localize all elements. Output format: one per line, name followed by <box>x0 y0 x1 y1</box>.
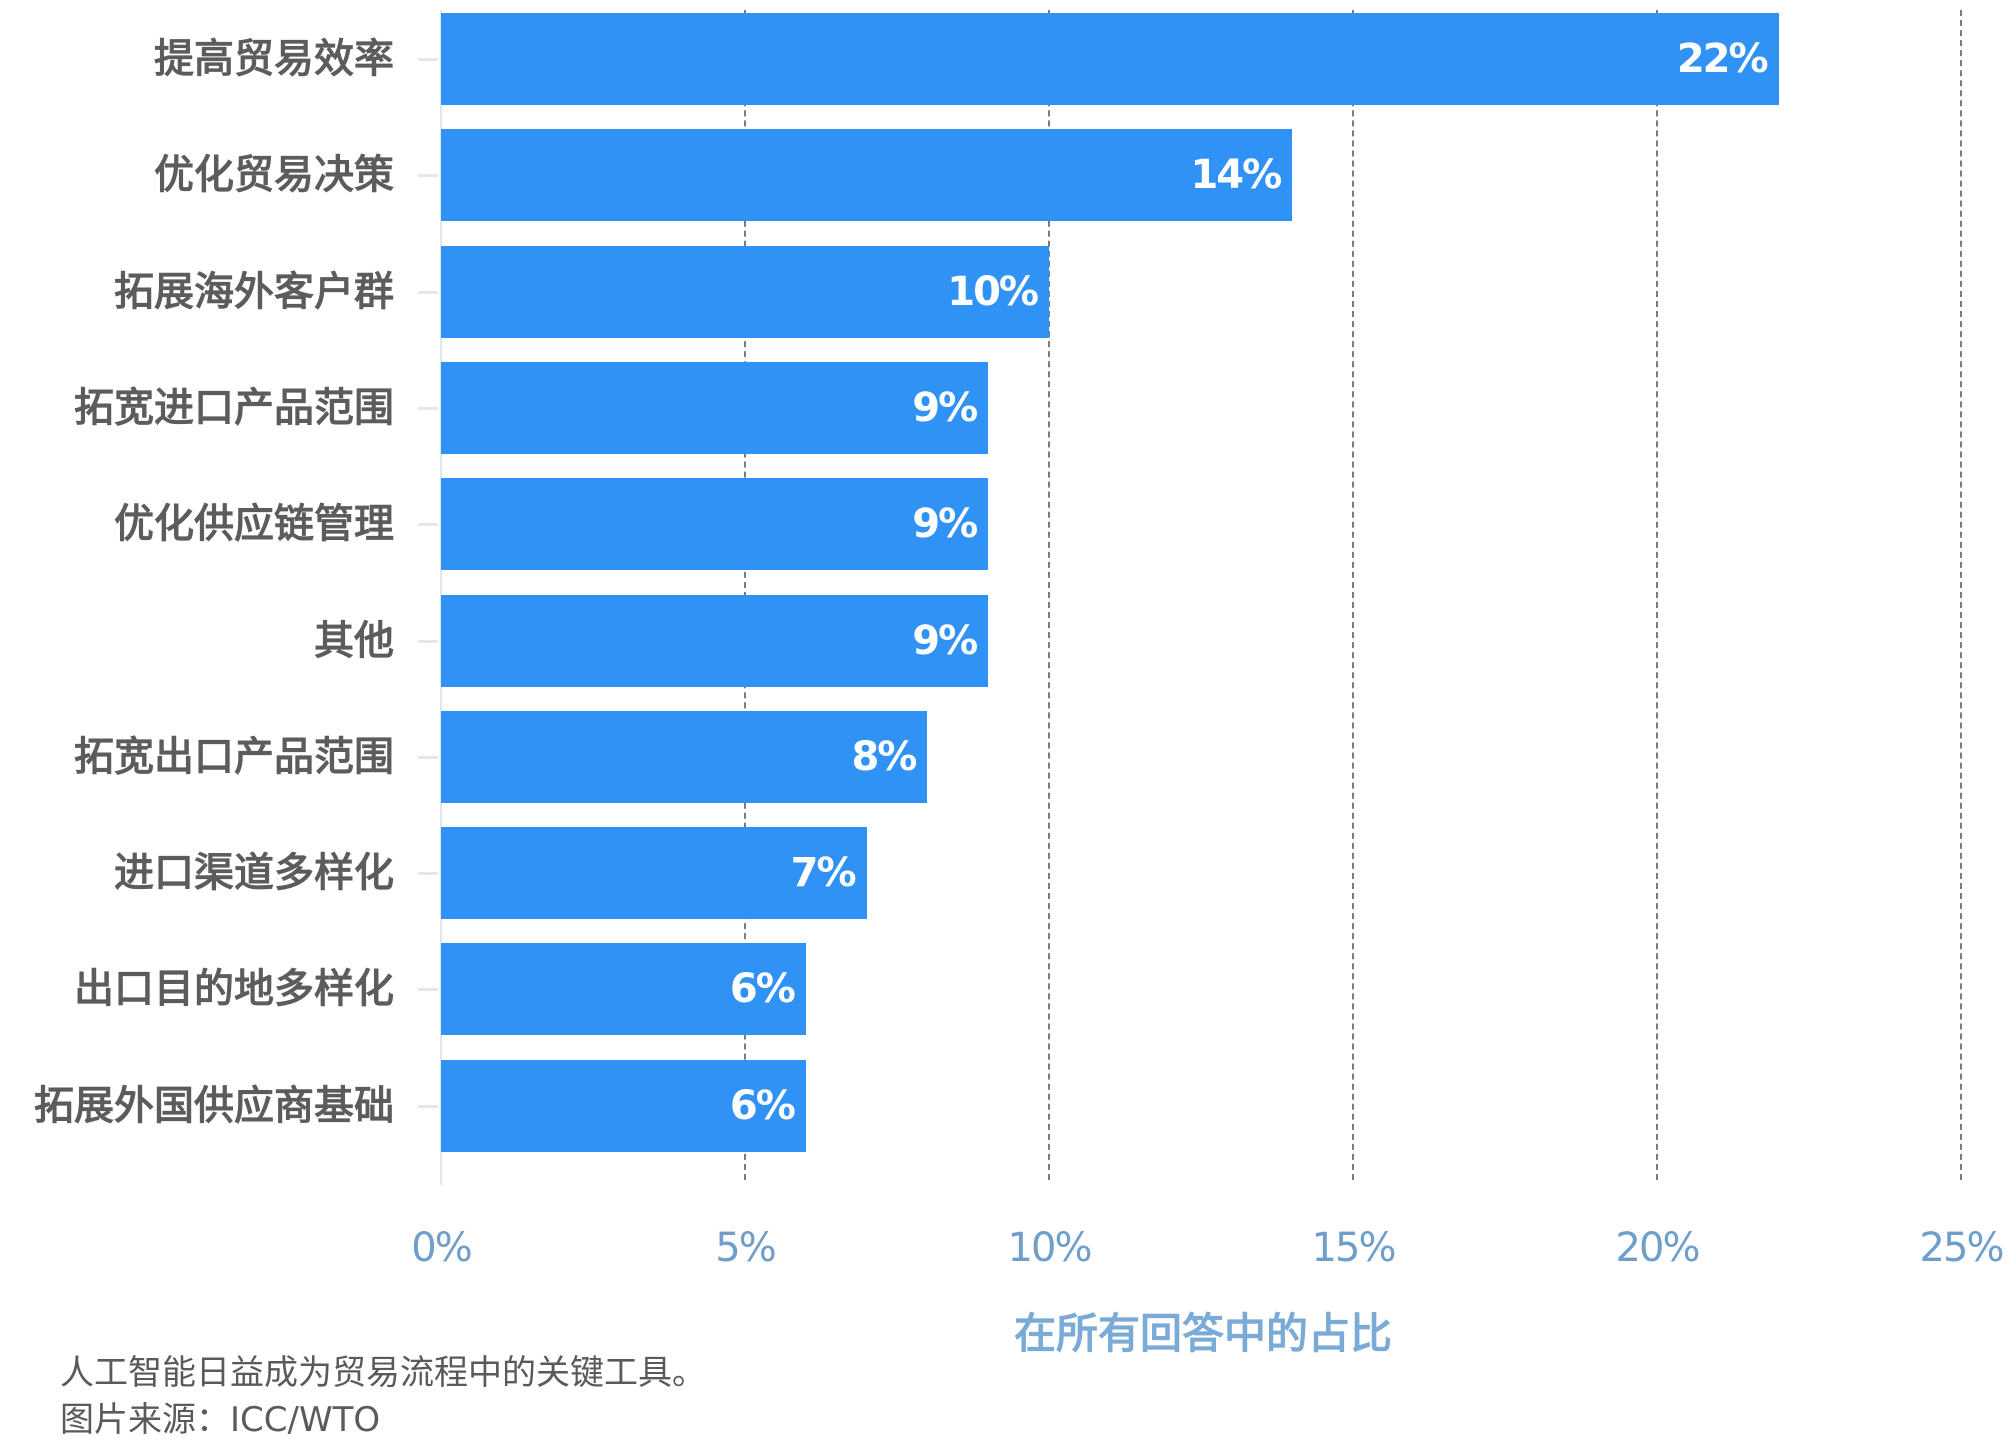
bar-row: 拓宽出口产品范围 8% <box>0 710 2016 803</box>
category-label: 拓展外国供应商基础 <box>34 1082 394 1129</box>
gridline <box>1352 10 1354 1180</box>
caption-text: 人工智能日益成为贸易流程中的关键工具。 <box>60 1353 706 1393</box>
category-label: 拓宽出口产品范围 <box>74 733 394 780</box>
x-tick-label: 10% <box>1007 1225 1093 1271</box>
bar: 8% <box>441 710 928 803</box>
x-tick-label: 20% <box>1615 1225 1701 1271</box>
category-label: 拓宽进口产品范围 <box>74 384 394 431</box>
category-label: 出口目的地多样化 <box>74 966 394 1013</box>
category-label: 优化供应链管理 <box>114 501 394 548</box>
bar: 10% <box>441 245 1049 338</box>
bar-value-label: 14% <box>1190 152 1282 199</box>
x-axis-title: 在所有回答中的占比 <box>1013 1309 1392 1358</box>
bar-row: 提高贸易效率 22% <box>0 13 2016 105</box>
y-tick-mark <box>418 58 438 61</box>
y-tick-mark <box>418 872 438 876</box>
x-tick-label: 5% <box>715 1225 776 1271</box>
gridline <box>1048 10 1050 1180</box>
y-tick-mark <box>418 639 438 643</box>
bar: 22% <box>441 13 1779 105</box>
x-tick-label: 0% <box>411 1225 472 1271</box>
bar: 9% <box>441 478 989 571</box>
bar: 14% <box>441 129 1293 222</box>
bar-value-label: 9% <box>912 384 978 431</box>
bar-value-label: 6% <box>729 1082 796 1129</box>
bar-value-label: 7% <box>790 850 857 897</box>
category-label: 优化贸易决策 <box>154 152 394 199</box>
y-tick-mark <box>418 755 438 759</box>
bar: 7% <box>441 827 867 920</box>
bar-row: 拓宽进口产品范围 9% <box>0 361 2016 454</box>
gridline <box>1656 10 1658 1180</box>
bar-row: 进口渠道多样化 7% <box>0 827 2016 920</box>
bar: 9% <box>441 594 989 687</box>
bar: 6% <box>441 943 806 1036</box>
bar-row: 优化供应链管理 9% <box>0 478 2016 571</box>
bar-value-label: 9% <box>912 501 978 548</box>
category-label: 其他 <box>314 617 394 664</box>
y-tick-mark <box>418 290 438 294</box>
y-tick-mark <box>418 988 438 992</box>
bar-row: 拓展海外客户群 10% <box>0 245 2016 338</box>
caption-source: 图片来源：ICC/WTO <box>60 1400 381 1440</box>
bar-value-label: 10% <box>947 268 1039 315</box>
category-label: 进口渠道多样化 <box>114 850 394 897</box>
bar: 6% <box>441 1059 806 1152</box>
gridline <box>1960 10 1962 1180</box>
bar: 9% <box>441 361 989 454</box>
bar-row: 拓展外国供应商基础 6% <box>0 1059 2016 1152</box>
y-tick-mark <box>418 406 438 410</box>
category-label: 拓展海外客户群 <box>114 268 394 315</box>
bar-row: 其他 9% <box>0 594 2016 687</box>
bar-value-label: 6% <box>729 966 796 1013</box>
x-tick-label: 25% <box>1919 1225 2005 1271</box>
bar-row: 出口目的地多样化 6% <box>0 943 2016 1036</box>
bar-value-label: 8% <box>851 733 917 780</box>
bar-value-label: 22% <box>1676 36 1769 82</box>
y-tick-mark <box>418 174 438 178</box>
y-tick-mark <box>418 1104 438 1108</box>
bar-value-label: 9% <box>912 617 978 664</box>
x-tick-label: 15% <box>1311 1225 1397 1271</box>
y-tick-mark <box>418 523 438 527</box>
category-label: 提高贸易效率 <box>154 36 394 82</box>
bar-row: 优化贸易决策 14% <box>0 129 2016 222</box>
